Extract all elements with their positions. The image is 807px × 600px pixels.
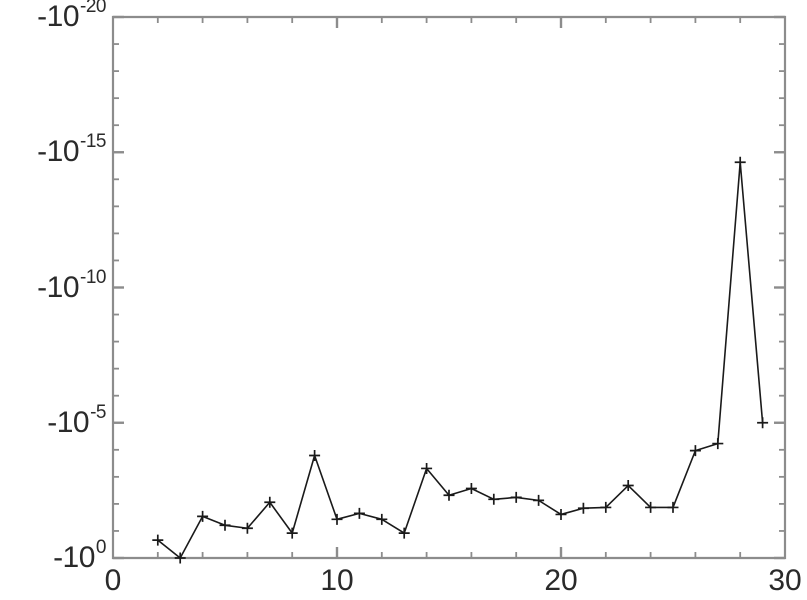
data-point-marker bbox=[622, 480, 634, 492]
data-point-marker bbox=[443, 489, 455, 501]
data-point-marker bbox=[398, 527, 410, 539]
y-axis-tick-label: -10-15 bbox=[37, 132, 106, 169]
y-axis-tick-label: -10-5 bbox=[47, 403, 106, 439]
data-point-marker bbox=[219, 519, 231, 531]
y-axis-tick-label: -10-10 bbox=[37, 268, 106, 304]
data-point-markers bbox=[152, 156, 769, 564]
data-point-marker bbox=[331, 513, 343, 525]
data-point-marker bbox=[465, 482, 477, 494]
y-axis-tick-label: -100 bbox=[53, 538, 106, 574]
data-point-marker bbox=[689, 445, 701, 457]
data-point-marker bbox=[264, 496, 276, 508]
data-point-marker bbox=[712, 438, 724, 450]
data-point-marker bbox=[600, 501, 612, 513]
data-point-marker bbox=[734, 156, 746, 168]
data-point-marker bbox=[577, 502, 589, 514]
data-point-marker bbox=[421, 462, 433, 474]
data-point-marker bbox=[353, 507, 365, 519]
x-axis-tick-label: 0 bbox=[104, 564, 122, 597]
data-point-marker bbox=[555, 508, 567, 520]
data-point-marker bbox=[197, 510, 209, 522]
data-point-marker bbox=[152, 534, 164, 546]
y-tick-mantissa: -10 bbox=[37, 0, 80, 33]
data-point-marker bbox=[645, 501, 657, 513]
data-point-marker bbox=[488, 493, 500, 505]
data-point-marker bbox=[510, 491, 522, 503]
data-point-marker bbox=[174, 552, 186, 564]
x-axis-tick-label: 30 bbox=[768, 564, 802, 597]
y-tick-mantissa: -10 bbox=[37, 135, 80, 169]
data-point-marker bbox=[757, 417, 769, 429]
data-point-marker bbox=[533, 494, 545, 506]
y-tick-exponent: 0 bbox=[95, 537, 107, 558]
data-point-marker bbox=[286, 527, 298, 539]
x-axis-tick-label: 20 bbox=[544, 564, 578, 597]
x-axis-tick-label: 10 bbox=[320, 564, 354, 597]
y-tick-mantissa: -10 bbox=[53, 541, 95, 574]
data-point-marker bbox=[309, 449, 321, 461]
data-point-marker bbox=[241, 522, 253, 534]
data-point-marker bbox=[667, 501, 679, 513]
data-series-line bbox=[157, 161, 764, 559]
y-tick-exponent: -20 bbox=[80, 0, 106, 17]
data-point-marker bbox=[376, 513, 388, 525]
y-tick-mantissa: -10 bbox=[37, 270, 80, 304]
y-tick-mantissa: -10 bbox=[47, 405, 90, 439]
y-axis-tick-label: -10-20 bbox=[37, 0, 106, 33]
y-tick-exponent: -10 bbox=[80, 266, 106, 288]
y-tick-exponent: -15 bbox=[80, 131, 106, 153]
y-tick-exponent: -5 bbox=[90, 401, 106, 423]
